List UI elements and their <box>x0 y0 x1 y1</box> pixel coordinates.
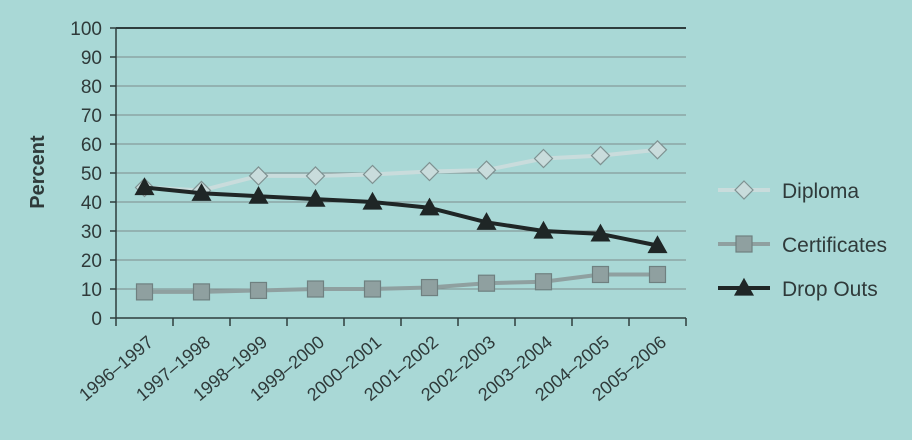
certificates-line <box>144 272 658 294</box>
drop-outs-point <box>419 197 440 216</box>
legend-label-diploma: Diploma <box>782 180 859 203</box>
legend: Diploma Certificates Drop Outs <box>718 180 887 301</box>
drop-outs-point <box>533 220 554 239</box>
drop-outs-point <box>305 188 326 207</box>
y-tick-label: 50 <box>81 164 102 185</box>
diploma-point <box>590 145 611 166</box>
gridlines <box>116 27 686 290</box>
drop-outs-point <box>248 185 269 204</box>
certificates-point <box>420 278 439 297</box>
drop-outs-point <box>362 191 383 210</box>
drop-outs-point <box>590 223 611 242</box>
y-tick-label: 0 <box>91 309 102 330</box>
drop-outs-point <box>476 212 497 230</box>
certificates-point <box>135 283 154 301</box>
drop-outs-line <box>144 185 658 248</box>
y-tick-label: 60 <box>81 135 102 156</box>
diploma-point <box>419 161 440 182</box>
legend-label-drop-outs: Drop Outs <box>782 278 878 301</box>
certificates-point <box>306 280 325 298</box>
certificates-point <box>249 281 268 300</box>
drop-outs-point <box>134 177 155 196</box>
legend-marker-drop-outs <box>733 277 755 296</box>
y-tick-label: 70 <box>81 106 102 127</box>
certificates-point <box>591 265 610 284</box>
y-tick-label: 10 <box>81 280 102 301</box>
certificates-point <box>648 265 667 284</box>
diploma-line <box>144 147 658 193</box>
y-tick-label: 20 <box>81 251 102 272</box>
diploma-point <box>533 148 554 169</box>
diploma-point <box>248 166 269 186</box>
certificates-point <box>534 273 553 291</box>
diploma-point <box>476 160 497 180</box>
y-tick-label: 90 <box>81 48 102 69</box>
y-tick-labels: 0 10 20 30 40 50 60 70 80 90 100 <box>70 19 102 330</box>
drop-outs-point <box>191 183 212 201</box>
y-axis-label: Percent <box>27 135 49 209</box>
certificates-point <box>477 274 496 292</box>
drop-outs-point <box>647 235 668 254</box>
diploma-point <box>647 139 668 160</box>
legend-marker-diploma <box>734 180 754 200</box>
legend-marker-certificates <box>735 235 753 253</box>
certificates-point <box>363 280 382 298</box>
diploma-point <box>305 166 326 186</box>
certificates-point <box>192 283 211 301</box>
y-tick-label: 30 <box>81 222 102 243</box>
axes <box>110 27 687 326</box>
y-tick-label: 80 <box>81 77 102 98</box>
diploma-point <box>362 164 383 185</box>
y-tick-label: 100 <box>70 19 102 40</box>
legend-label-certificates: Certificates <box>782 234 887 257</box>
y-tick-label: 40 <box>81 193 102 214</box>
series-lines <box>134 139 668 301</box>
